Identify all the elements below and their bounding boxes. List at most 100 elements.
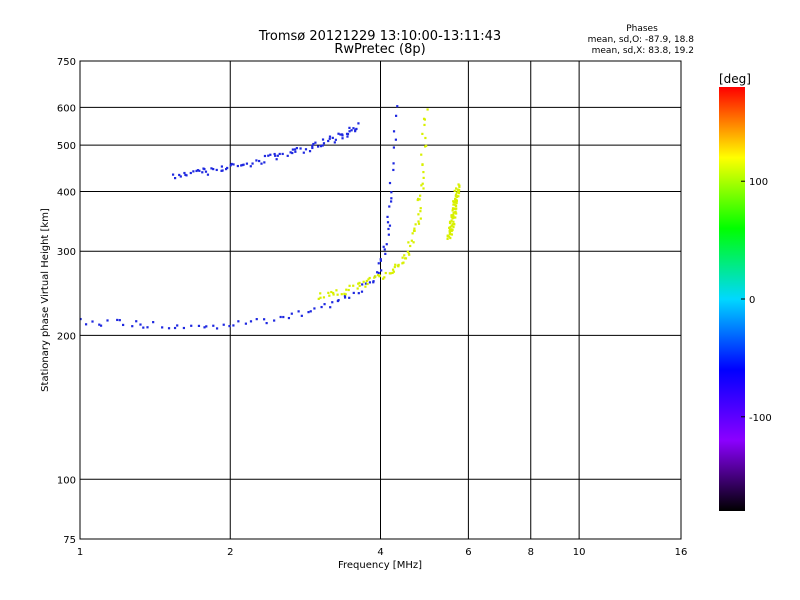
- data-point: [348, 130, 351, 133]
- data-point: [322, 142, 326, 145]
- x-tick-label: 1: [77, 547, 83, 558]
- data-point: [327, 139, 330, 143]
- data-point: [457, 190, 460, 193]
- data-point: [291, 151, 294, 155]
- data-point: [365, 279, 368, 283]
- data-point: [388, 224, 392, 227]
- data-point: [452, 225, 455, 229]
- data-point: [455, 191, 459, 194]
- data-point: [452, 220, 455, 223]
- data-point: [452, 223, 456, 226]
- y-tick-label: 200: [57, 331, 76, 342]
- data-point: [215, 327, 219, 330]
- data-point: [339, 133, 342, 136]
- data-point: [452, 207, 455, 210]
- data-point: [106, 319, 109, 322]
- data-point: [422, 117, 426, 120]
- data-point: [176, 324, 179, 327]
- data-point: [294, 148, 297, 151]
- data-point: [329, 306, 332, 309]
- data-point: [386, 215, 389, 219]
- data-point: [367, 278, 370, 281]
- data-point: [173, 326, 177, 330]
- data-point: [317, 297, 320, 300]
- data-point: [382, 277, 385, 280]
- data-point: [393, 265, 396, 269]
- data-point: [412, 241, 415, 244]
- data-point: [327, 291, 330, 294]
- y-tick-label: 600: [57, 103, 76, 114]
- data-point: [244, 322, 248, 325]
- data-point: [364, 282, 368, 285]
- data-point: [450, 233, 454, 236]
- data-point: [224, 167, 228, 171]
- data-point: [146, 326, 149, 329]
- x-tick-label: 10: [573, 547, 586, 558]
- data-point: [358, 281, 361, 284]
- data-point: [332, 291, 335, 295]
- data-point: [377, 271, 380, 275]
- data-point: [358, 284, 361, 287]
- data-point: [394, 114, 398, 117]
- data-point: [403, 254, 406, 257]
- data-point: [361, 283, 364, 286]
- data-point: [171, 173, 175, 176]
- data-point: [450, 219, 453, 222]
- data-point: [449, 236, 452, 240]
- data-point: [422, 170, 425, 174]
- data-point: [366, 282, 369, 286]
- data-point: [354, 130, 357, 133]
- data-point: [99, 324, 103, 327]
- data-point: [417, 213, 420, 216]
- data-point: [420, 184, 423, 187]
- data-point: [255, 159, 258, 162]
- data-point: [229, 164, 232, 167]
- data-point: [291, 148, 294, 151]
- data-point: [421, 132, 424, 136]
- data-point: [422, 187, 425, 190]
- data-point: [190, 324, 193, 327]
- data-point: [387, 233, 390, 236]
- data-point: [374, 275, 377, 278]
- data-point: [287, 316, 291, 320]
- data-point: [98, 323, 101, 326]
- data-point: [406, 250, 409, 253]
- data-point: [357, 292, 360, 295]
- data-point: [419, 210, 422, 213]
- data-point: [354, 128, 357, 131]
- data-point: [453, 189, 456, 192]
- data-point: [387, 227, 390, 231]
- data-point: [352, 127, 355, 130]
- data-point: [161, 326, 164, 329]
- data-point: [267, 154, 270, 157]
- data-point: [346, 133, 350, 136]
- data-point: [308, 150, 312, 153]
- data-point: [341, 137, 344, 140]
- data-point: [457, 188, 460, 191]
- data-point: [281, 152, 284, 156]
- data-point: [212, 167, 215, 171]
- data-point: [455, 207, 458, 210]
- colorbar-label: [deg]: [719, 72, 751, 86]
- data-point: [386, 221, 390, 224]
- data-point: [413, 229, 416, 233]
- data-point: [458, 184, 461, 187]
- data-point: [383, 248, 386, 251]
- data-point: [454, 204, 458, 208]
- data-point: [348, 284, 351, 287]
- data-point: [142, 326, 145, 329]
- data-point: [457, 183, 460, 186]
- data-point: [196, 169, 200, 172]
- data-point: [212, 324, 215, 327]
- data-point: [331, 136, 334, 139]
- data-point: [328, 135, 332, 138]
- data-point: [255, 318, 258, 321]
- data-point: [419, 194, 422, 197]
- data-point: [392, 162, 395, 165]
- data-point: [402, 261, 405, 264]
- y-tick-label: 500: [57, 141, 76, 152]
- data-point: [249, 320, 253, 323]
- data-point: [457, 195, 460, 198]
- data-point: [389, 200, 393, 203]
- data-point: [346, 135, 349, 138]
